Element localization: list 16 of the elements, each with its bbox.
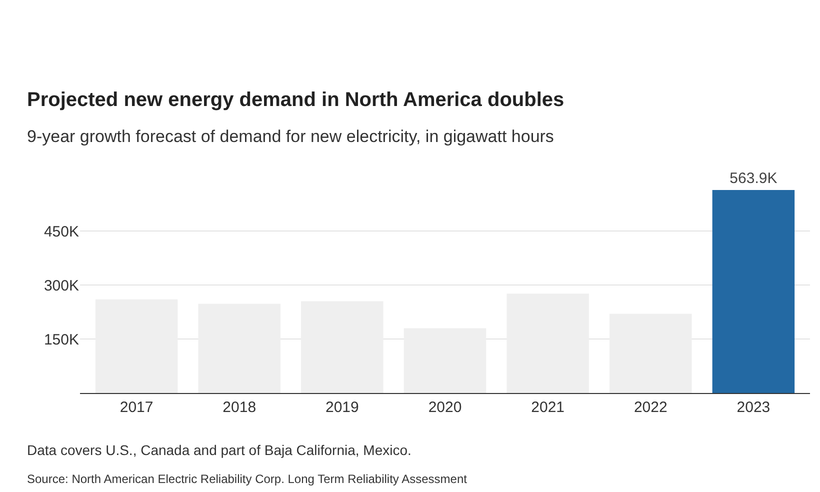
chart-title: Projected new energy demand in North America doubles	[27, 89, 564, 111]
chart-subtitle: 9-year growth forecast of demand for new electricity, in gigawatt hours	[27, 127, 554, 146]
x-tick-label: 2022	[634, 399, 668, 416]
x-tick-label: 2018	[222, 399, 256, 416]
y-tick-label: 450K	[44, 223, 79, 240]
y-tick-label: 300K	[44, 277, 79, 294]
data-label: 563.9K	[730, 170, 778, 187]
bar	[712, 190, 795, 393]
x-tick-label: 2021	[531, 399, 565, 416]
x-tick-label: 2023	[736, 399, 770, 416]
text: Data covers U.S., Canada and part of Baja California, Mexico.	[27, 442, 412, 458]
x-tick-label: 2020	[428, 399, 462, 416]
y-tick-label: 150K	[44, 331, 79, 348]
x-tick-label: 2017	[120, 399, 154, 416]
source-note: Source: North American Electric Reliability Corp. Long Term Reliability Assessment	[27, 472, 468, 486]
x-tick-label: 2019	[325, 399, 359, 416]
